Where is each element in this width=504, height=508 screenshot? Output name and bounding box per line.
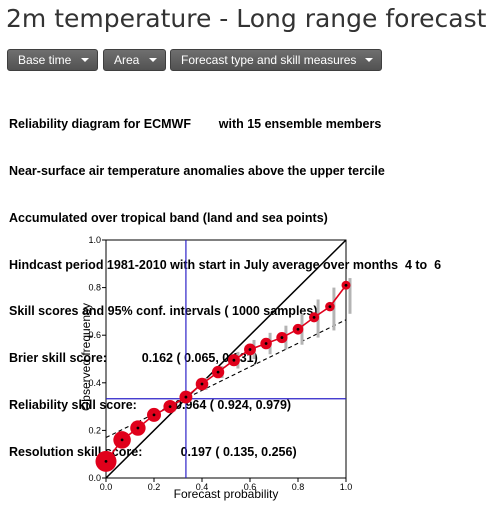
reliability-point-center: [328, 305, 332, 309]
page-title: 2m temperature - Long range forecast: [6, 4, 487, 33]
fit-line: [105, 319, 347, 439]
reliability-point-center: [184, 395, 188, 399]
reliability-diagram: Observed frequency Forecast probability …: [79, 235, 353, 501]
reliability-point-center: [344, 283, 348, 287]
chevron-down-icon: [149, 58, 157, 62]
area-dropdown[interactable]: Area: [103, 49, 166, 71]
reliability-point-center: [280, 336, 284, 339]
x-tick-label: 0.0: [100, 482, 113, 492]
x-axis-label: Forecast probability: [174, 487, 279, 501]
chevron-down-icon: [81, 58, 89, 62]
y-tick-label: 0.2: [88, 425, 101, 435]
y-tick-label: 0.0: [88, 473, 101, 483]
reliability-point-center: [120, 438, 124, 442]
info-line: Reliability diagram for ECMWF with 15 en…: [9, 117, 382, 132]
diagonal-line: [105, 239, 347, 479]
reliability-point-center: [312, 315, 316, 319]
forecast-type-label: Forecast type and skill measures: [181, 53, 357, 67]
x-tick-label: 0.4: [196, 482, 209, 492]
reliability-point-center: [296, 327, 300, 331]
base-time-label: Base time: [18, 53, 72, 67]
y-tick-label: 1.0: [88, 235, 101, 245]
chevron-down-icon: [365, 58, 373, 62]
x-tick-label: 0.2: [148, 482, 161, 492]
info-line: Hindcast period 1981-2010 with start in …: [9, 257, 442, 272]
reliability-point-center: [200, 382, 204, 386]
reliability-point-center: [216, 370, 220, 374]
reliability-point-center: [152, 413, 156, 417]
x-tick-label: 1.0: [340, 482, 353, 492]
x-tick-label: 0.6: [244, 482, 257, 492]
info-line: Near-surface air temperature anomalies a…: [9, 163, 385, 178]
info-line: Reliability skill score: 0.964 ( 0.924, …: [9, 397, 292, 412]
reliability-point-center: [136, 426, 140, 430]
area-label: Area: [114, 53, 140, 67]
forecast-type-dropdown[interactable]: Forecast type and skill measures: [170, 49, 382, 71]
y-tick-label: 0.8: [88, 283, 101, 293]
reliability-point-center: [232, 358, 236, 362]
y-axis-label: Observed frequency: [79, 303, 93, 411]
y-tick-label: 0.4: [88, 378, 101, 388]
reliability-point-center: [104, 459, 108, 463]
plot-frame: [105, 239, 347, 479]
info-line: Accumulated over tropical band (land and…: [9, 210, 328, 225]
base-time-dropdown[interactable]: Base time: [7, 49, 98, 71]
reliability-point-center: [168, 405, 172, 408]
reliability-curve: [105, 284, 347, 462]
y-tick-label: 0.6: [88, 330, 101, 340]
x-tick-label: 0.8: [292, 482, 305, 492]
reliability-point-center: [264, 342, 268, 345]
info-line: Resolution skill score: 0.197 ( 0.135, 0…: [9, 444, 297, 459]
reliability-point-center: [248, 348, 252, 351]
